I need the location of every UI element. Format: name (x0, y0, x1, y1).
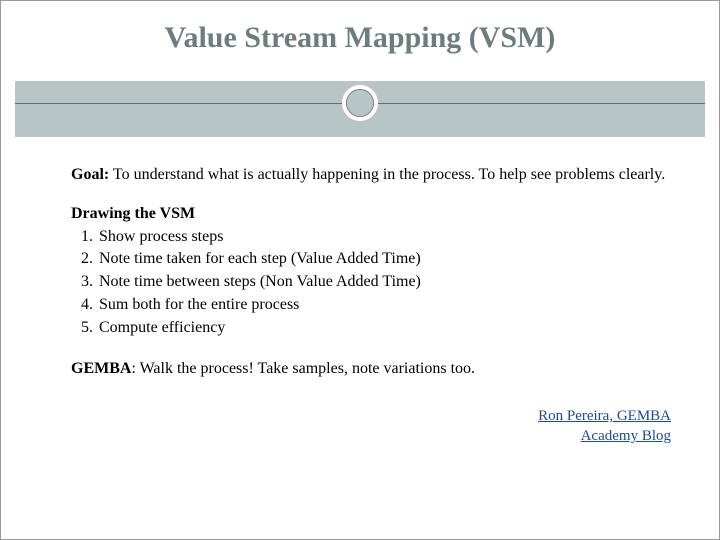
slide: Value Stream Mapping (VSM) Goal: To unde… (0, 0, 720, 540)
list-item: Compute efficiency (97, 318, 671, 341)
list-item: Sum both for the entire process (97, 295, 671, 318)
reference-link-line1[interactable]: Ron Pereira, GEMBA (538, 408, 671, 424)
slide-title: Value Stream Mapping (VSM) (1, 21, 719, 55)
slide-body: Goal: To understand what is actually hap… (71, 165, 671, 446)
reference: Ron Pereira, GEMBA Academy Blog (71, 407, 671, 446)
drawing-steps: Show process steps Note time taken for e… (71, 227, 671, 341)
gemba-paragraph: GEMBA: Walk the process! Take samples, n… (71, 359, 671, 380)
list-item: Note time taken for each step (Value Add… (97, 249, 671, 272)
goal-paragraph: Goal: To understand what is actually hap… (71, 165, 671, 186)
gemba-label: GEMBA (71, 360, 131, 377)
gemba-text: : Walk the process! Take samples, note v… (131, 360, 475, 377)
goal-text: To understand what is actually happening… (109, 166, 665, 183)
list-item: Show process steps (97, 227, 671, 250)
goal-label: Goal: (71, 166, 109, 183)
drawing-heading: Drawing the VSM (71, 204, 671, 225)
list-item: Note time between steps (Non Value Added… (97, 272, 671, 295)
reference-link-line2[interactable]: Academy Blog (581, 428, 671, 444)
ring-icon (342, 85, 378, 121)
